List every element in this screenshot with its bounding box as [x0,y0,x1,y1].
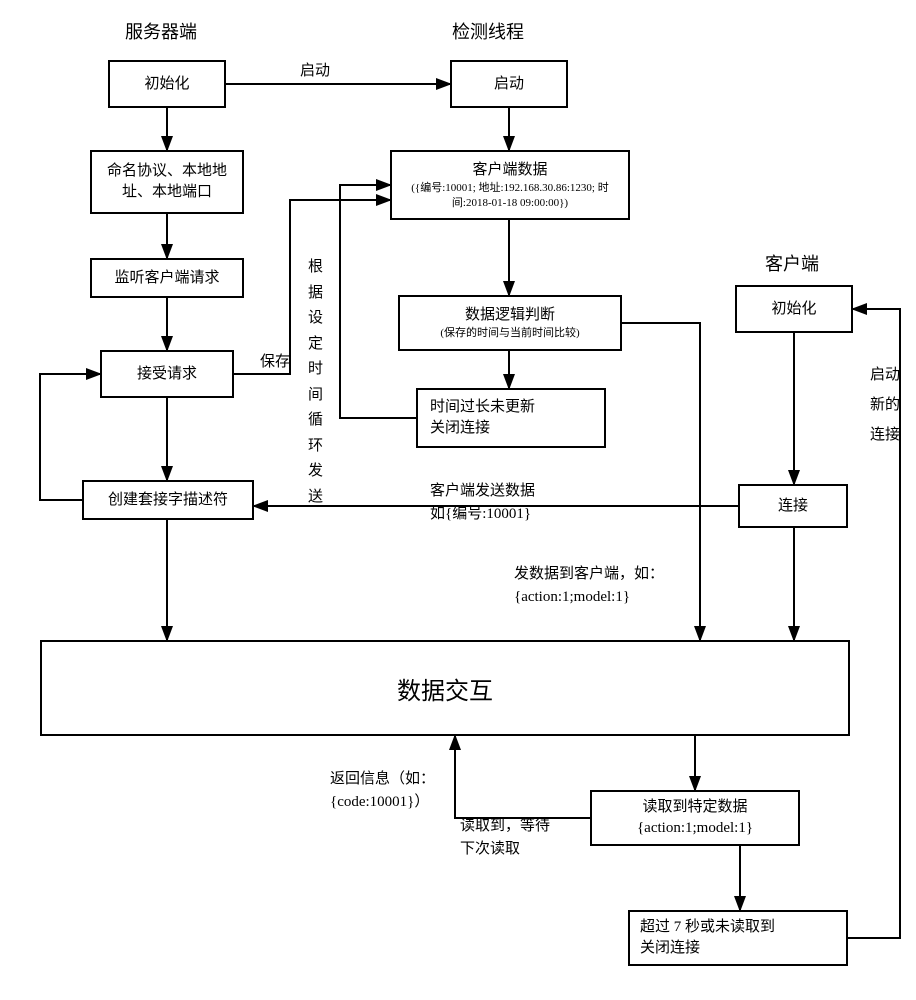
launch-label: 启动 [300,60,330,83]
timeout-close-box: 时间过长未更新 关闭连接 [416,388,606,448]
server-init-label: 初始化 [144,74,189,95]
client-send-label: 客户端发送数据 如{编号:10001} [430,480,535,525]
accept-label: 接受请求 [137,364,197,385]
new-conn-label: 启动 新的 连接 [870,360,900,450]
connect-label: 连接 [778,496,808,517]
create-socket-box: 创建套接字描述符 [82,480,254,520]
timeout-close-2: 关闭连接 [430,418,490,439]
data-exchange-label: 数据交互 [397,671,493,706]
thread-start-label: 启动 [494,74,524,95]
connect-box: 连接 [738,484,848,528]
read-specific-2: {action:1;model:1} [637,818,753,839]
accept-box: 接受请求 [100,350,234,398]
over7-1: 超过 7 秒或未读取到 [640,917,775,938]
client-init-label: 初始化 [771,299,816,320]
save-label: 保存 [260,350,290,374]
create-socket-label: 创建套接字描述符 [108,490,228,511]
naming-label: 命名协议、本地地址、本地端口 [96,161,238,203]
client-data-detail: ({编号:10001; 地址:192.168.30.86:1230; 时间:20… [394,181,626,210]
listen-label: 监听客户端请求 [114,268,219,289]
over7-2: 关闭连接 [640,938,700,959]
logic-title: 数据逻辑判断 [465,305,555,326]
logic-box: 数据逻辑判断 (保存的时间与当前时间比较) [398,295,622,351]
read-specific-box: 读取到特定数据 {action:1;model:1} [590,790,800,846]
over7-box: 超过 7 秒或未读取到 关闭连接 [628,910,848,966]
server-init-box: 初始化 [108,60,226,108]
listen-box: 监听客户端请求 [90,258,244,298]
client-data-box: 客户端数据 ({编号:10001; 地址:192.168.30.86:1230;… [390,150,630,220]
server-section-header: 服务器端 [125,18,197,44]
read-specific-1: 读取到特定数据 [642,797,747,818]
send-to-client-label: 发数据到客户端，如： {action:1;model:1} [514,563,664,608]
thread-section-header: 检测线程 [452,18,524,44]
thread-start-box: 启动 [450,60,568,108]
naming-box: 命名协议、本地地址、本地端口 [90,150,244,214]
data-exchange-box: 数据交互 [40,640,850,736]
read-wait-label: 读取到，等待 下次读取 [460,815,550,860]
loop-send-label: 根据设定时间循环发送 [308,255,326,510]
return-info-label: 返回信息（如： {code:10001}） [330,768,435,813]
client-data-title: 客户端数据 [472,160,547,181]
logic-detail: (保存的时间与当前时间比较) [440,326,579,340]
timeout-close-1: 时间过长未更新 [430,397,535,418]
client-init-box: 初始化 [735,285,853,333]
client-section-header: 客户端 [765,250,819,276]
